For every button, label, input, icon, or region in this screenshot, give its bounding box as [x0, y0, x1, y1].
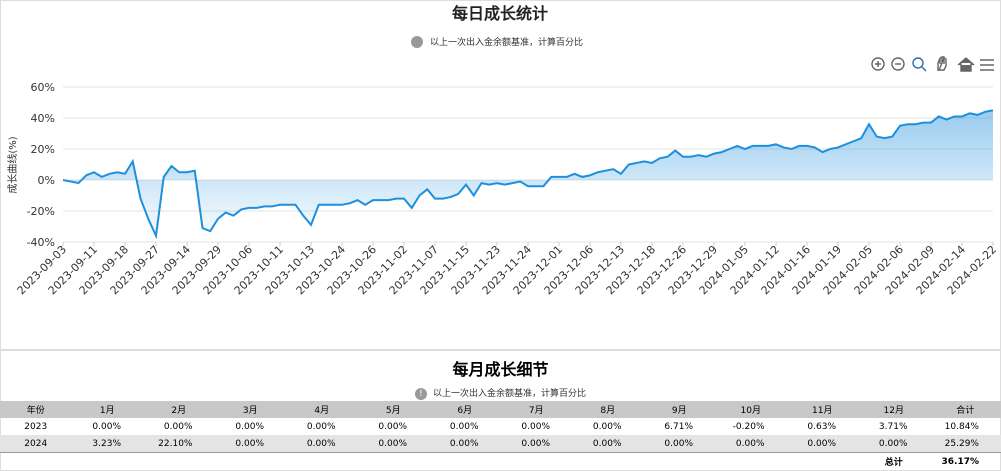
cell: 0.00% [715, 435, 787, 453]
header-cell: 10月 [715, 401, 787, 418]
table-subtitle: !以上一次出入金余额基准，计算百分比 [0, 386, 1001, 400]
cell: 2024 [0, 435, 72, 453]
header-cell: 8月 [572, 401, 644, 418]
area [63, 110, 993, 236]
header-cell: 1月 [72, 401, 144, 418]
chart-subtitle: 以上一次出入金余额基准，计算百分比 [430, 36, 583, 48]
cell: 0.00% [501, 435, 573, 453]
header-cell: 合计 [930, 401, 1001, 418]
cell: 22.10% [143, 435, 215, 453]
header-cell: 5月 [358, 401, 430, 418]
header-cell: 9月 [644, 401, 716, 418]
header-cell: 3月 [215, 401, 287, 418]
cell: 0.00% [358, 435, 430, 453]
header-cell: 2月 [143, 401, 215, 418]
header-cell: 4月 [286, 401, 358, 418]
total-spacer [0, 453, 858, 471]
cell: 0.00% [72, 418, 144, 435]
header-cell: 12月 [858, 401, 930, 418]
header-cell: 7月 [501, 401, 573, 418]
cell: 0.00% [358, 418, 430, 435]
y-tick-label: -20% [27, 205, 55, 218]
total-value: 36.17% [930, 453, 1001, 471]
cell: 0.00% [429, 418, 501, 435]
cell: 0.00% [501, 418, 573, 435]
cell: 25.29% [930, 435, 1001, 453]
chart: 每日成长统计 以上一次出入金余额基准，计算百分比 成长曲线(%) -40% -20… [0, 0, 1001, 348]
table-subtitle-text: 以上一次出入金余额基准，计算百分比 [433, 389, 586, 399]
cell: 3.23% [72, 435, 144, 453]
cell: 0.63% [787, 418, 859, 435]
cell: 0.00% [215, 418, 287, 435]
y-axis-label: 成长曲线(%) [6, 136, 19, 193]
cell: 0.00% [644, 435, 716, 453]
y-tick-label: 20% [31, 143, 55, 156]
y-tick-label: 40% [31, 112, 55, 125]
y-tick-label: -40% [27, 236, 55, 249]
cell: 3.71% [858, 418, 930, 435]
header-cell: 6月 [429, 401, 501, 418]
y-tick-label: 0% [38, 174, 55, 187]
info-icon [411, 36, 423, 48]
cell: 2023 [0, 418, 72, 435]
chart-title: 每日成长统计 [452, 4, 548, 23]
cell: 0.00% [286, 435, 358, 453]
cell: 0.00% [429, 435, 501, 453]
table-title: 每月成长细节 [0, 356, 1001, 380]
y-tick-label: 60% [31, 81, 55, 94]
header-cell: 年份 [0, 401, 72, 418]
cell: 0.00% [286, 418, 358, 435]
cell: -0.20% [715, 418, 787, 435]
cell: 0.00% [787, 435, 859, 453]
cell: 0.00% [858, 435, 930, 453]
toolbar[interactable] [872, 57, 994, 71]
cell: 0.00% [215, 435, 287, 453]
cell: 0.00% [572, 418, 644, 435]
total-label: 总计 [858, 453, 930, 471]
header-cell: 11月 [787, 401, 859, 418]
cell: 0.00% [572, 435, 644, 453]
cell: 10.84% [930, 418, 1001, 435]
cell: 0.00% [143, 418, 215, 435]
cell: 6.71% [644, 418, 716, 435]
